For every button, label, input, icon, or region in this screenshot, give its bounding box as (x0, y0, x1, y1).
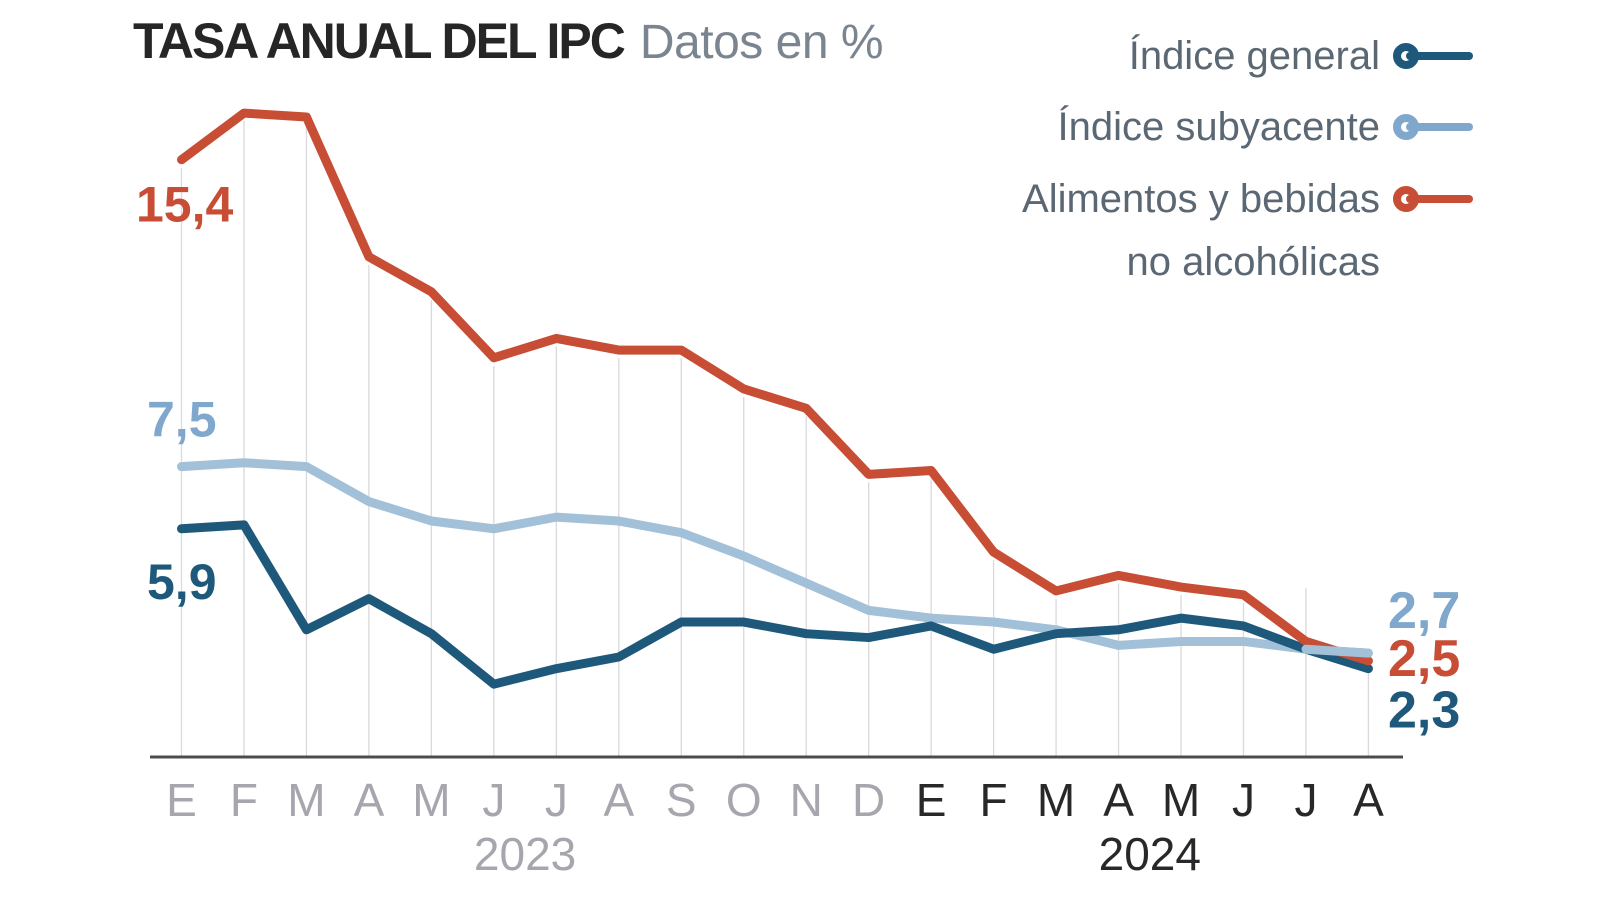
series-line-alimentos (177, 108, 1373, 666)
legend-item-indice-subyacente: Índice subyacente (1058, 96, 1474, 159)
series-line-indice-subyacente-end (1301, 644, 1373, 658)
x-tick-label: M (1037, 774, 1075, 826)
end-value-label: 2,7 (1388, 582, 1460, 640)
x-tick-label: E (916, 774, 947, 826)
x-tick-label: A (354, 774, 385, 826)
legend-marker-line-icon (1393, 43, 1473, 69)
x-tick-label: A (1353, 774, 1384, 826)
x-tick-label: E (166, 774, 197, 826)
x-tick-label: D (852, 774, 885, 826)
year-label: 2024 (1099, 828, 1201, 880)
chart-header: TASA ANUAL DEL IPC Datos en % (133, 13, 884, 69)
x-tick-label: M (287, 774, 325, 826)
legend-label-line: Índice subyacente (1057, 105, 1380, 149)
x-tick-label: F (230, 774, 258, 826)
x-tick-label: J (545, 774, 568, 826)
x-tick-label: A (603, 774, 634, 826)
x-tick-label: M (412, 774, 450, 826)
chart-subtitle: Datos en % (639, 16, 884, 69)
legend: Índice general Índice subyacente Aliment… (774, 0, 1474, 300)
x-tick-label: J (1232, 774, 1255, 826)
legend-marker-line-icon (1393, 114, 1473, 140)
legend-label-indice-subyacente: Índice subyacente (1058, 96, 1380, 159)
legend-label-line: Índice general (1128, 34, 1380, 78)
x-tick-label: O (726, 774, 762, 826)
start-value-label: 5,9 (147, 554, 217, 610)
x-tick-label: J (482, 774, 505, 826)
chart-title: TASA ANUAL DEL IPC (133, 13, 626, 69)
x-tick-label: F (980, 774, 1008, 826)
end-value-label: 2,3 (1388, 682, 1460, 740)
legend-marker-line-icon (1393, 186, 1473, 212)
legend-item-alimentos: Alimentos y bebidas no alcohólicas (1022, 168, 1474, 294)
legend-label-alimentos: Alimentos y bebidas no alcohólicas (1022, 168, 1380, 294)
x-tick-label: A (1103, 774, 1134, 826)
series-line-indice-subyacente (177, 458, 1373, 658)
legend-item-indice-general: Índice general (1129, 25, 1474, 88)
start-value-label: 15,4 (136, 177, 234, 233)
legend-label-line: no alcohólicas (1126, 240, 1381, 284)
series-line-indice-general (177, 520, 1373, 689)
year-label: 2023 (474, 828, 576, 880)
x-tick-label: S (666, 774, 697, 826)
legend-label-indice-general: Índice general (1129, 25, 1380, 88)
start-value-label: 7,5 (147, 392, 217, 448)
x-tick-label: N (790, 774, 823, 826)
x-tick-label: J (1294, 774, 1317, 826)
end-value-label: 2,5 (1388, 630, 1460, 688)
legend-label-line: Alimentos y bebidas (1022, 177, 1380, 221)
x-tick-label: M (1162, 774, 1200, 826)
